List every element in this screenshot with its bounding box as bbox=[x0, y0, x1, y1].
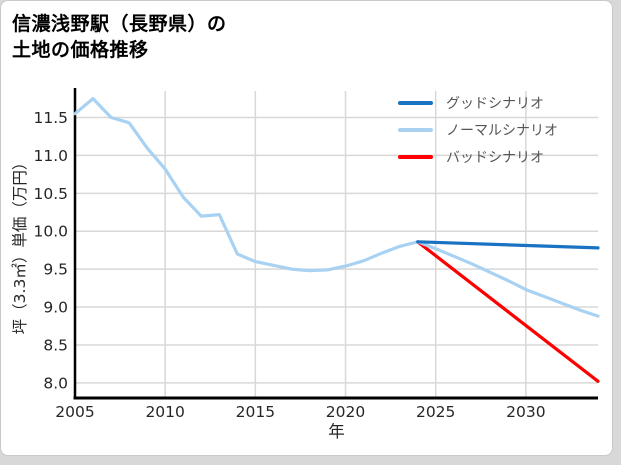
y-tick-label: 9.5 bbox=[43, 261, 68, 279]
legend-line-swatch-normal-scenario bbox=[398, 127, 433, 132]
x-tick-label: 2010 bbox=[145, 403, 184, 421]
price-trend-chart: 2005 2010 2015 2020 2025 2030 8.0 8.5 9.0 9.5 10.0… bbox=[11, 88, 600, 441]
x-axis-label: 年 bbox=[328, 422, 345, 441]
y-tick-label: 8.0 bbox=[43, 374, 68, 392]
chart-title: 信濃浅野駅（長野県）の 土地の価格推移 bbox=[12, 11, 227, 63]
chart-card: 信濃浅野駅（長野県）の 土地の価格推移 2005 2010 2015 2020 2025… bbox=[0, 0, 613, 456]
chart-legend: グッドシナリオ ノーマルシナリオ バッドシナリオ bbox=[398, 89, 558, 170]
legend-label-bad-scenario: バッドシナリオ bbox=[446, 149, 544, 166]
legend-label-normal-scenario: ノーマルシナリオ bbox=[446, 122, 558, 139]
legend-line-swatch-good-scenario bbox=[398, 100, 433, 105]
legend-line-swatch-bad-scenario bbox=[398, 154, 433, 159]
x-tick-label: 2020 bbox=[326, 403, 365, 421]
chart-title-line2: 土地の価格推移 bbox=[12, 39, 149, 61]
y-tick-label: 10.0 bbox=[33, 223, 68, 241]
series-line-good-scenario bbox=[416, 240, 600, 250]
legend-item-normal-scenario: ノーマルシナリオ bbox=[398, 116, 558, 143]
y-tick-label: 9.0 bbox=[43, 299, 68, 317]
x-tick-label: 2030 bbox=[506, 403, 545, 421]
series-line-normal-scenario bbox=[73, 96, 600, 318]
y-tick-label: 11.5 bbox=[33, 109, 68, 127]
series-line-bad-scenario bbox=[416, 240, 600, 383]
x-tick-label: 2025 bbox=[416, 403, 455, 421]
y-tick-label: 11.0 bbox=[33, 147, 68, 165]
x-tick-label: 2015 bbox=[236, 403, 275, 421]
x-tick-label: 2005 bbox=[55, 403, 94, 421]
y-tick-label: 8.5 bbox=[43, 336, 68, 354]
legend-label-good-scenario: グッドシナリオ bbox=[446, 95, 544, 112]
legend-item-good-scenario: グッドシナリオ bbox=[398, 89, 558, 116]
legend-item-bad-scenario: バッドシナリオ bbox=[398, 143, 558, 170]
y-axis-label: 坪（3.3㎡）単価（万円） bbox=[11, 155, 29, 335]
chart-title-line1: 信濃浅野駅（長野県）の bbox=[12, 13, 227, 35]
y-tick-label: 10.5 bbox=[33, 185, 68, 203]
